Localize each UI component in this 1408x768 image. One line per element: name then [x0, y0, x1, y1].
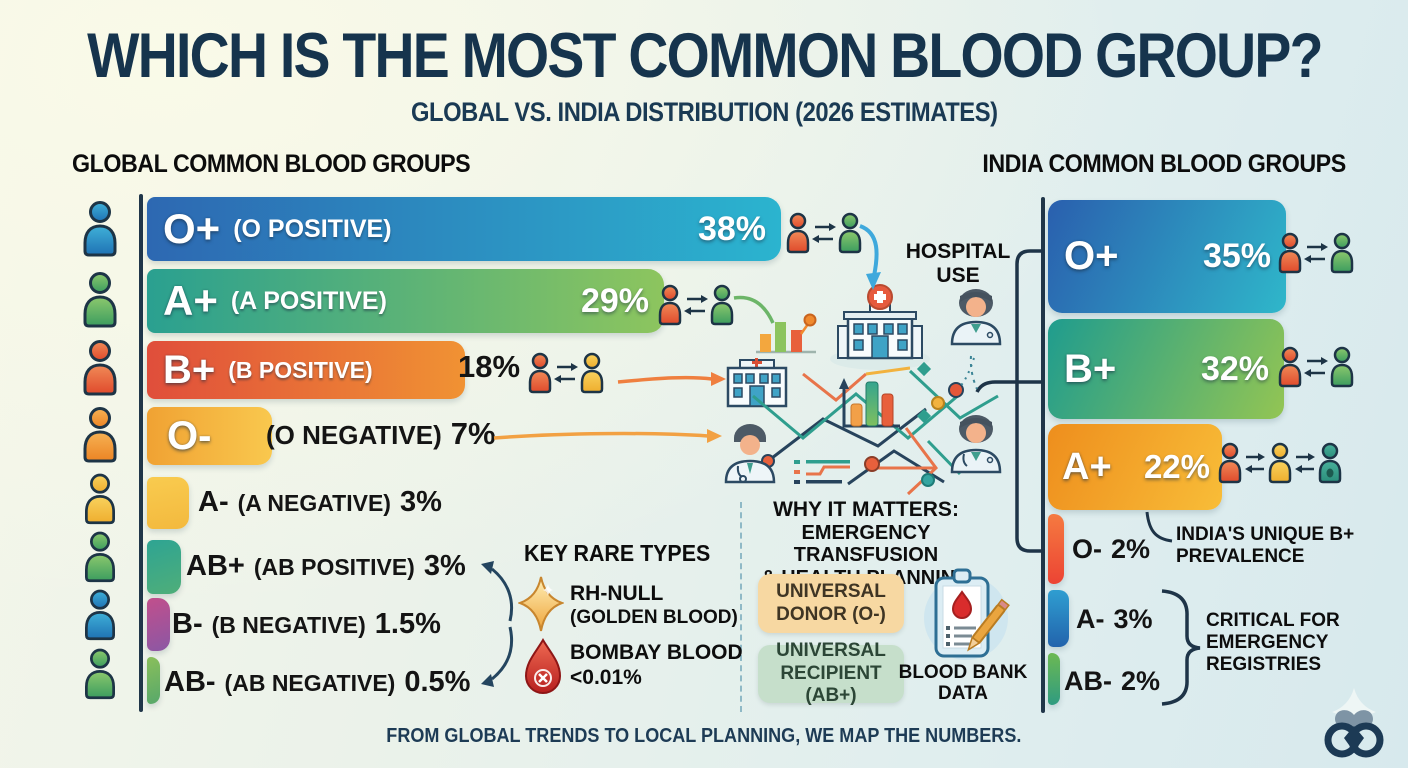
india-a-neg-label: A- 3%: [1076, 604, 1153, 634]
blood-code: A+: [163, 277, 218, 324]
india-section-heading: INDIA COMMON BLOOD GROUPS: [982, 150, 1347, 178]
section-divider: [740, 502, 742, 712]
people-exchange-icon: [528, 352, 604, 394]
person-icon-o-neg: [83, 407, 117, 463]
blood-label: (A POSITIVE): [230, 286, 387, 315]
doctor-avatar-icon: [950, 415, 1002, 474]
global-bar-a-pos: A+ (A POSITIVE) 29%: [147, 269, 664, 333]
global-bar-o-neg: O-: [147, 407, 272, 465]
global-bar-o-pos: O+ (O POSITIVE) 38%: [147, 197, 781, 261]
annotation-critical-registries: CRITICAL FOR EMERGENCY REGISTRIES: [1206, 610, 1340, 676]
footer-tagline: FROM GLOBAL TRENDS TO LOCAL PLANNING, WE…: [386, 724, 1022, 747]
people-exchange-triple-icon: [1218, 442, 1342, 484]
global-bar-b-neg: [147, 598, 170, 651]
person-icon-o-pos: [83, 201, 117, 257]
hospital-network-illustration: [724, 284, 1002, 496]
india-bar-a-neg: [1048, 590, 1069, 647]
india-bar-a-pos: A+ 22%: [1048, 424, 1222, 510]
global-axis: [139, 194, 143, 712]
blood-code: O-: [167, 413, 212, 458]
rh-null-item: RH-NULL (GOLDEN BLOOD): [570, 582, 738, 628]
people-exchange-icon: [1278, 232, 1354, 274]
global-ab-pos-label: AB+ (AB POSITIVE) 3%: [186, 550, 466, 582]
india-bar-b-pos: B+ 32%: [1048, 319, 1284, 419]
blood-label: (B POSITIVE): [228, 356, 373, 383]
global-o-neg-label: (O NEGATIVE) 7%: [266, 416, 496, 451]
universal-donor-box: UNIVERSAL DONOR (O-): [758, 574, 904, 633]
india-bar-ab-neg: [1048, 653, 1060, 705]
blood-bank-label: BLOOD BANK DATA: [898, 662, 1028, 705]
people-exchange-icon: [658, 284, 734, 326]
person-icon-b-pos: [83, 340, 117, 396]
universal-recipient-box: UNIVERSAL RECIPIENT (AB+): [758, 640, 904, 706]
india-ab-neg-label: AB- 2%: [1064, 666, 1161, 696]
global-a-neg-label: A- (A NEGATIVE) 3%: [198, 486, 442, 518]
blood-pct: 38%: [697, 209, 766, 248]
blood-bank-clipboard-icon: [924, 568, 1010, 660]
global-bar-ab-pos: [147, 540, 181, 594]
blood-pct: 22%: [1143, 448, 1210, 485]
blood-pct: 35%: [1202, 237, 1271, 275]
golden-star-icon: [518, 576, 564, 632]
person-icon-ab-neg: [85, 648, 115, 700]
key-rare-types-heading: KEY RARE TYPES: [524, 540, 711, 566]
blood-pct: 32%: [1200, 349, 1269, 388]
global-bar-ab-neg: [147, 657, 160, 704]
blood-code: O+: [1064, 234, 1119, 278]
blood-label: (O POSITIVE): [233, 214, 392, 243]
person-icon-ab-pos: [85, 531, 115, 583]
people-exchange-icon: [1278, 346, 1354, 388]
person-icon-a-neg: [85, 473, 115, 525]
doctor-avatar-icon: [724, 424, 776, 484]
blood-code: B+: [1064, 346, 1117, 391]
blood-pct: 29%: [580, 281, 649, 320]
bombay-blood-item: BOMBAY BLOOD <0.01%: [570, 641, 743, 689]
india-o-neg-label: O- 2%: [1072, 534, 1151, 564]
global-bar-a-neg: [147, 477, 189, 529]
page-title: WHICH IS THE MOST COMMON BLOOD GROUP?: [86, 21, 1323, 91]
hospital-use-label: HOSPITAL USE: [905, 240, 1011, 287]
brand-logo: [1324, 688, 1384, 758]
person-icon-b-neg: [85, 589, 115, 641]
person-icon-a-pos: [83, 272, 117, 328]
people-exchange-icon: [786, 212, 862, 254]
global-b-pos-pct: 18%: [458, 349, 521, 384]
blood-code: O+: [163, 205, 221, 252]
global-section-heading: GLOBAL COMMON BLOOD GROUPS: [72, 150, 471, 178]
blood-drop-icon: [524, 638, 562, 694]
global-bar-b-pos: B+ (B POSITIVE): [147, 341, 465, 399]
global-b-neg-label: B- (B NEGATIVE) 1.5%: [172, 608, 441, 640]
blood-code: A+: [1062, 445, 1112, 488]
india-bar-o-neg: [1048, 514, 1064, 584]
india-axis: [1041, 197, 1045, 713]
annotation-unique-b-pos: INDIA'S UNIQUE B+ PREVALENCE: [1176, 524, 1355, 568]
blood-code: B+: [163, 347, 216, 392]
page-subtitle: GLOBAL VS. INDIA DISTRIBUTION (2026 ESTI…: [410, 97, 998, 127]
global-ab-neg-label: AB- (AB NEGATIVE) 0.5%: [164, 666, 471, 698]
india-bar-o-pos: O+ 35%: [1048, 200, 1286, 313]
doctor-avatar-icon: [950, 289, 1002, 346]
